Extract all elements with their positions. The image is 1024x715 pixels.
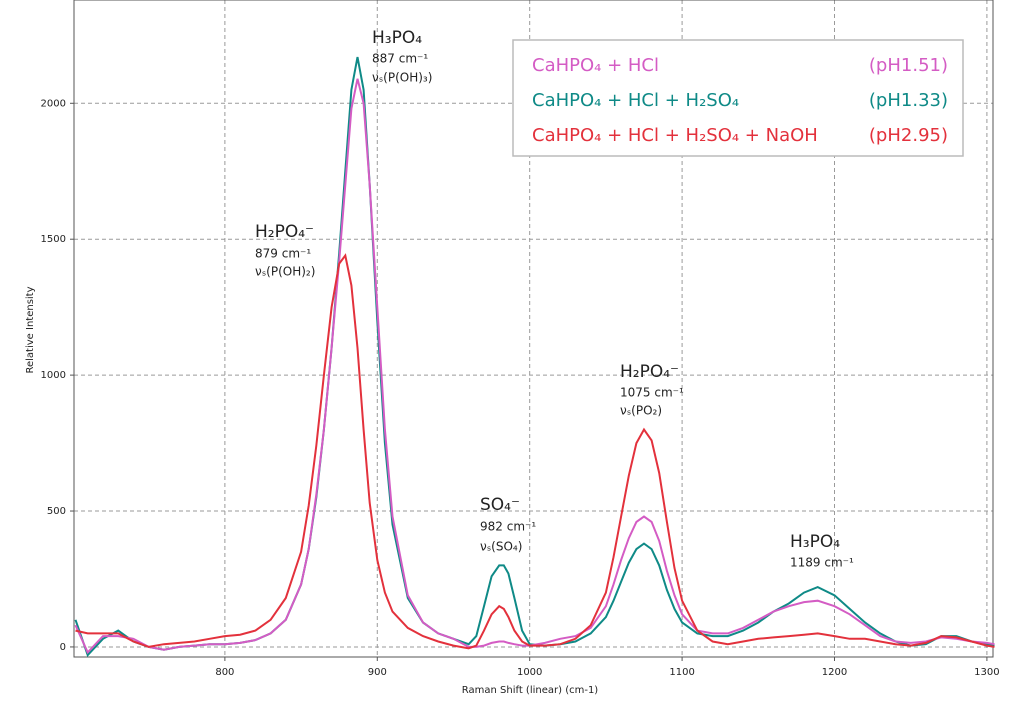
legend-label: CaHPO₄ + HCl + H₂SO₄ + NaOH — [532, 125, 818, 146]
annotation-shift: 879 cm⁻¹ — [255, 247, 311, 261]
x-tick-label: 1300 — [974, 667, 999, 678]
legend-label: CaHPO₄ + HCl — [532, 55, 659, 76]
legend-ph: (pH2.95) — [869, 125, 948, 146]
annotation-species: H₂PO₄⁻ — [620, 362, 679, 382]
x-tick-label: 1000 — [517, 667, 542, 678]
annotation-species: H₃PO₄ — [790, 532, 840, 552]
y-tick-label: 1500 — [41, 234, 66, 245]
legend-ph: (pH1.51) — [869, 55, 948, 76]
y-tick-label: 0 — [60, 642, 66, 653]
annotation-mode: νₛ(SO₄) — [480, 540, 522, 554]
annotation-mode: νₛ(P(OH)₃) — [372, 71, 432, 85]
x-tick-label: 1100 — [669, 667, 694, 678]
legend-box — [512, 39, 964, 157]
series-line — [75, 253, 995, 650]
x-tick-label: 800 — [215, 667, 234, 678]
y-tick-label: 500 — [47, 506, 66, 517]
series-line — [74, 78, 995, 655]
legend-ph: (pH1.33) — [869, 90, 948, 111]
y-axis-title: Relative Intensity — [25, 286, 36, 373]
annotation-species: H₃PO₄ — [372, 28, 422, 48]
annotation-species: SO₄⁻ — [480, 495, 520, 515]
annotation-mode: νₛ(PO₂) — [620, 404, 662, 418]
plot-frame — [73, 0, 994, 658]
annotation-shift: 982 cm⁻¹ — [480, 520, 536, 534]
x-tick-label: 1200 — [822, 667, 847, 678]
annotation-shift: 1189 cm⁻¹ — [790, 556, 854, 570]
x-axis-title: Raman Shift (linear) (cm-1) — [462, 685, 599, 696]
x-tick-label: 900 — [368, 667, 387, 678]
annotation-shift: 887 cm⁻¹ — [372, 52, 428, 66]
legend-label: CaHPO₄ + HCl + H₂SO₄ — [532, 90, 739, 111]
annotation-mode: νₛ(P(OH)₂) — [255, 265, 315, 279]
annotation-shift: 1075 cm⁻¹ — [620, 386, 684, 400]
y-tick-label: 1000 — [41, 370, 66, 381]
y-tick-label: 2000 — [41, 98, 66, 109]
annotation-species: H₂PO₄⁻ — [255, 222, 314, 242]
